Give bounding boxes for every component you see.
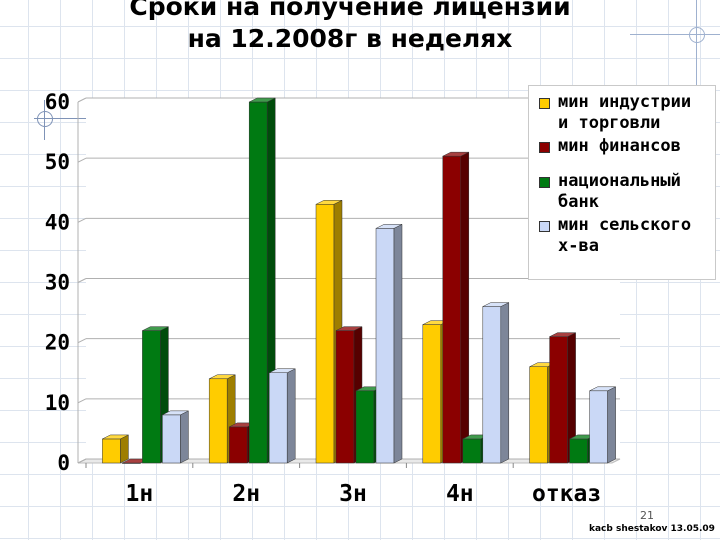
legend-label: национальный банк [558, 171, 681, 212]
gridline-diagonal [77, 398, 87, 404]
x-tick-label: 4н [446, 481, 474, 507]
bar-front [142, 330, 161, 464]
bar-top [549, 332, 576, 337]
legend-label: мин финансов [558, 136, 681, 156]
bar [162, 410, 189, 464]
gridline-diagonal [77, 217, 87, 223]
y-tick-label: 0 [57, 451, 70, 475]
legend-swatch [539, 142, 550, 153]
legend-item: мин сельского х-ва [539, 215, 715, 257]
bar-front [228, 426, 248, 464]
bar-top [209, 374, 236, 380]
y-tick-label: 10 [45, 391, 70, 415]
gridline-diagonal [77, 278, 87, 283]
legend-swatch [539, 177, 550, 188]
bar-top [162, 410, 189, 416]
chart-title-line-2: на 12.2008г в неделях [187, 24, 513, 53]
legend-swatch [539, 221, 550, 232]
bar [335, 326, 363, 464]
legend-item: национальный банк [539, 171, 715, 213]
bar [102, 434, 129, 464]
bar-side [460, 151, 470, 464]
bar [482, 302, 510, 464]
y-tick-label: 50 [45, 150, 70, 174]
chart-title-line-1: Сроки на получение лицензий [129, 0, 571, 21]
y-axis-labels: 0 10 20 30 40 50 60 [45, 90, 70, 475]
bar-front [442, 155, 462, 464]
x-tick-label: 1н [126, 481, 154, 507]
x-tick-label: отказ [532, 481, 601, 507]
bar-top [249, 97, 276, 103]
bar-top [335, 326, 363, 331]
bar-side [607, 386, 616, 464]
bar-side [120, 434, 129, 464]
gridline-diagonal [77, 97, 87, 103]
bar [375, 223, 403, 464]
gridline-diagonal [77, 157, 87, 163]
bar-front [268, 372, 288, 464]
legend-item: мин индустрии и торговли [539, 92, 715, 134]
bar-top [269, 368, 296, 373]
gridline-diagonal [77, 338, 87, 344]
legend-label: мин сельского х-ва [558, 215, 692, 256]
bar-top [315, 200, 343, 205]
bar-front [208, 378, 228, 464]
legend-label: мин индустрии и торговли [558, 92, 692, 133]
bar-top [482, 302, 509, 307]
bar-front [315, 204, 335, 464]
bar-front [569, 438, 588, 464]
bar-side [500, 302, 510, 464]
legend-swatch [539, 98, 550, 109]
bar-top [442, 151, 469, 157]
x-axis-labels: 1н 2н 3н 4н отказ [126, 481, 602, 507]
bar-front [248, 101, 268, 464]
decorative-line [696, 0, 697, 90]
gridline-diagonal [77, 458, 87, 464]
x-tick-label: 2н [232, 481, 260, 507]
bar-front [355, 390, 375, 464]
decorative-circle [689, 27, 705, 43]
bar [442, 151, 470, 464]
bar-front [162, 414, 181, 464]
bar-front [335, 330, 355, 464]
y-tick-label: 20 [45, 331, 70, 355]
bar-front [102, 438, 121, 464]
bar-front [529, 366, 548, 464]
legend-item: мин финансов [539, 136, 715, 157]
bar-side [286, 368, 296, 464]
bar-front [422, 324, 442, 464]
bar [589, 386, 616, 464]
y-tick-label: 40 [45, 210, 70, 234]
author-credit: kacb shestakov 13.05.09 [589, 524, 715, 534]
x-tick-label: 3н [339, 481, 367, 507]
decorative-circle [37, 111, 53, 127]
bar-top [375, 224, 403, 229]
bar [268, 368, 296, 464]
bar-side [393, 223, 403, 464]
y-tick-label: 30 [45, 271, 70, 295]
bar-front [482, 306, 502, 464]
bar-front [549, 336, 568, 464]
bar-top [102, 434, 129, 440]
y-tick-label: 60 [45, 90, 70, 114]
chart-legend: мин индустрии и торговли мин финансов на… [528, 85, 716, 280]
bar-top [142, 326, 169, 331]
bar-front [462, 438, 482, 464]
decorative-line [630, 34, 720, 35]
page-number: 21 [640, 509, 654, 522]
chart-title: Сроки на получение лицензий на 12.2008г … [0, 0, 700, 55]
chart-bars [102, 97, 616, 464]
bar-front [589, 390, 608, 464]
bar-top [589, 386, 616, 392]
bar [549, 332, 576, 464]
bar-front [375, 228, 395, 464]
bar-side [180, 410, 189, 464]
